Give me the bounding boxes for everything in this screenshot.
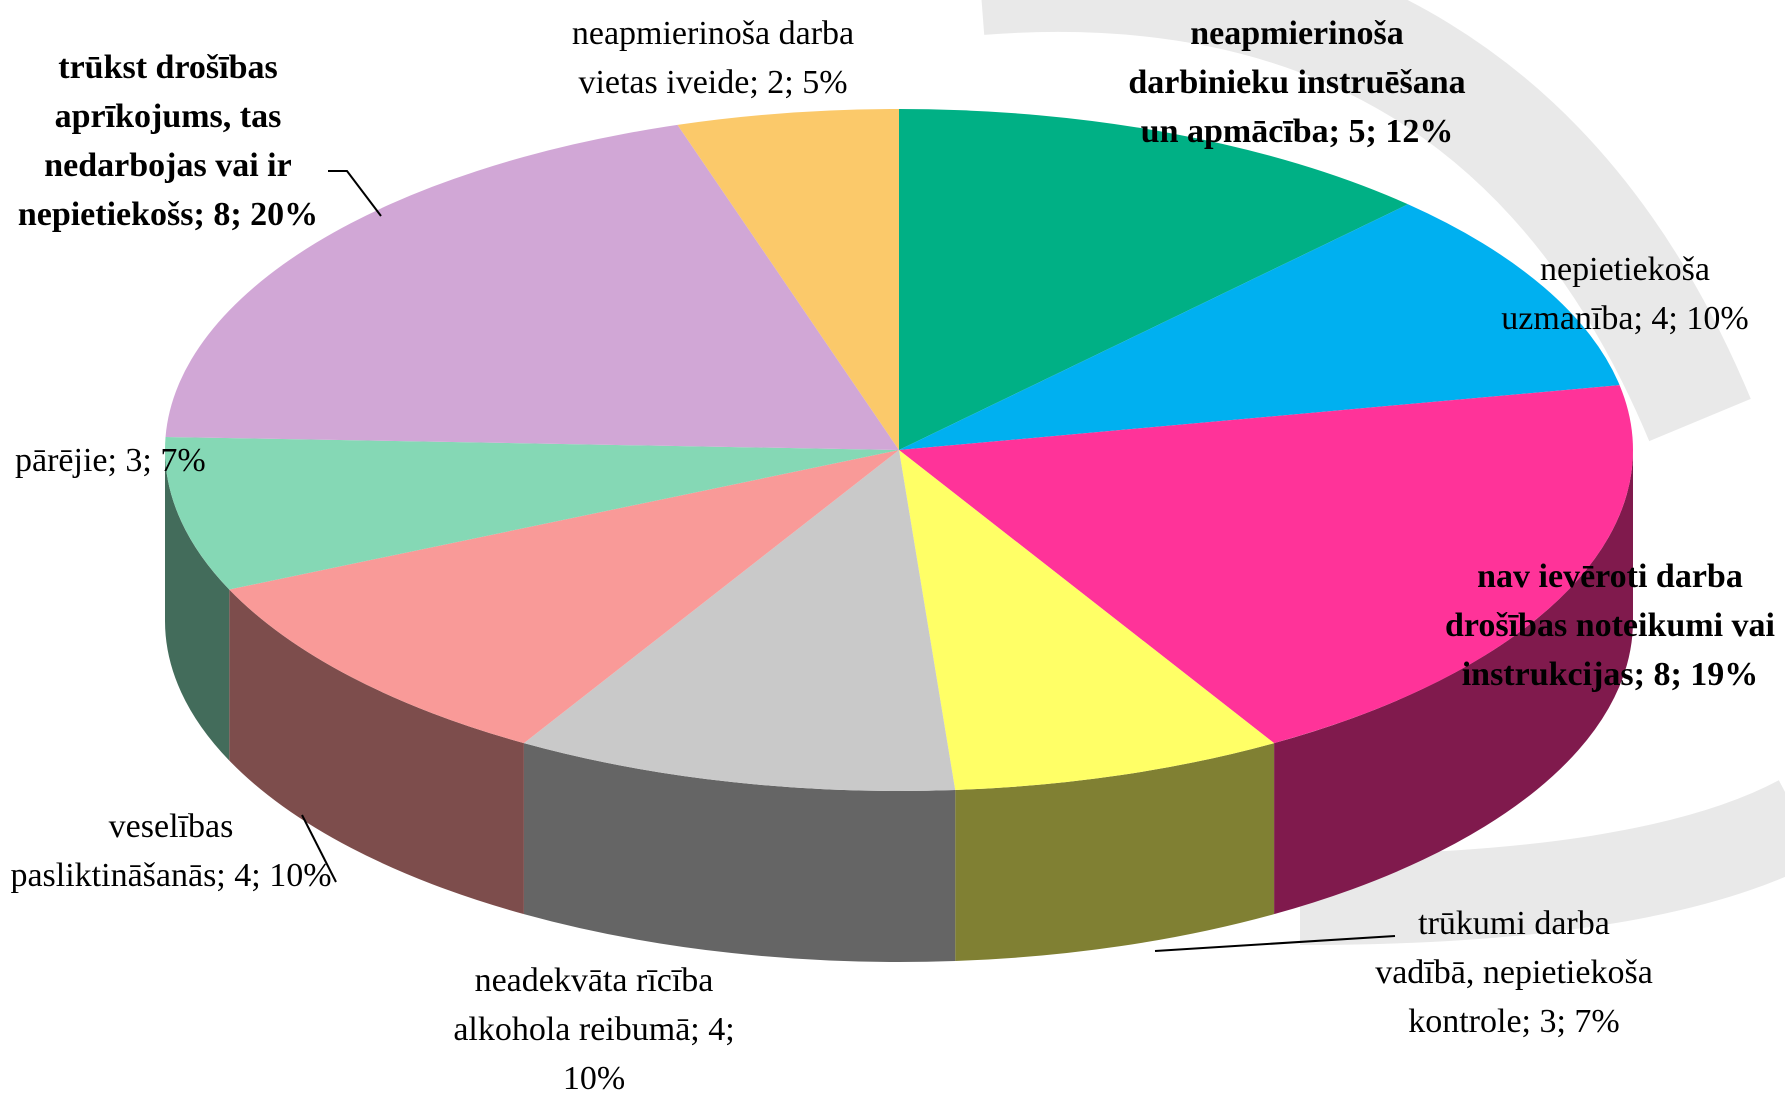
slice (677, 109, 899, 450)
slice-side (523, 743, 956, 963)
data-label: trūkumi darba vadībā, nepietiekoša kontr… (1375, 905, 1653, 1040)
data-label: nepietiekoša uzmanība; 4; 10% (1501, 251, 1749, 337)
slice (165, 124, 899, 450)
data-label: nav ievēroti darba drošības noteikumi va… (1444, 558, 1775, 693)
data-label: pārējie; 3; 7% (15, 442, 206, 479)
data-label: neapmierinoša darbinieku instruēšana un … (1128, 15, 1466, 150)
slice (165, 436, 899, 590)
background-decoration (981, 0, 1785, 945)
data-label: neapmierinoša darba vietas iveide; 2; 5% (571, 15, 855, 101)
slice (899, 450, 1275, 790)
slice-side (229, 589, 524, 915)
slice (899, 385, 1633, 744)
slice (899, 204, 1620, 450)
data-label: trūkst drošības aprīkojums, tas nedarboj… (17, 49, 319, 233)
slice-side (1274, 450, 1633, 915)
data-label: veselības pasliktināšanās; 4; 10% (10, 808, 332, 894)
pie (165, 109, 1633, 963)
slice (523, 450, 956, 791)
slice (229, 450, 899, 744)
slice-side (165, 450, 230, 761)
data-label: neadekvāta rīcība alkohola reibumā; 4; 1… (453, 962, 735, 1094)
leader-lines (301, 170, 1396, 952)
slice (899, 109, 1408, 450)
slice-side (955, 743, 1275, 961)
